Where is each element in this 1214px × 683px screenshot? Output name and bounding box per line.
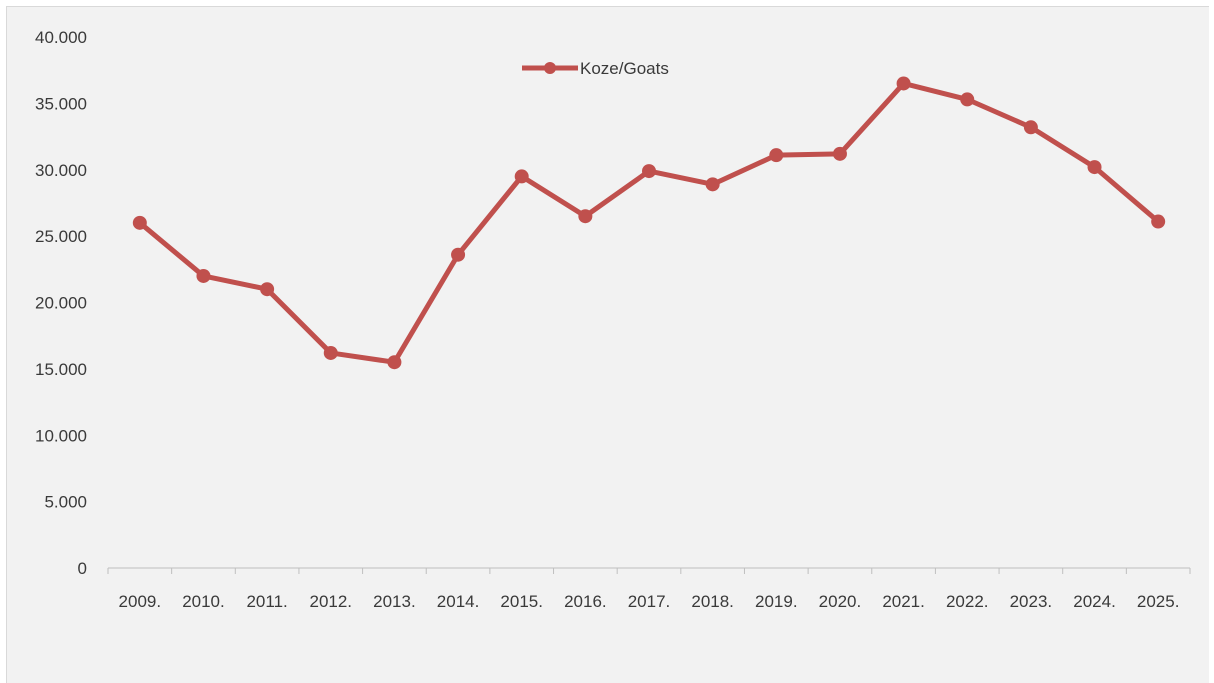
y-tick-label: 10.000 (35, 426, 87, 445)
x-tick-label: 2016. (564, 592, 607, 611)
x-tick-label: 2019. (755, 592, 798, 611)
x-tick-label: 2025. (1137, 592, 1180, 611)
y-tick-label: 25.000 (35, 227, 87, 246)
legend-label: Koze/Goats (580, 59, 669, 78)
data-point (514, 169, 529, 184)
x-tick-label: 2024. (1073, 592, 1116, 611)
legend: Koze/Goats (522, 59, 669, 78)
x-tick-label: 2021. (882, 592, 925, 611)
x-tick-label: 2018. (691, 592, 734, 611)
y-tick-label: 5.000 (44, 493, 87, 512)
legend-marker (544, 62, 556, 74)
x-tick-label: 2010. (182, 592, 225, 611)
y-tick-label: 15.000 (35, 360, 87, 379)
data-point (132, 215, 147, 230)
y-tick-label: 40.000 (35, 28, 87, 47)
data-point (705, 177, 720, 192)
y-tick-label: 0 (78, 559, 87, 578)
y-axis-tick-labels: 0 5.000 10.000 15.000 20.000 25.000 30.000 35.0… (35, 28, 87, 578)
series-line (137, 80, 1161, 365)
data-point (769, 148, 784, 163)
data-point (578, 209, 593, 224)
data-point (1087, 160, 1102, 175)
data-point (1023, 120, 1038, 135)
y-tick-label: 30.000 (35, 161, 87, 180)
data-point (642, 164, 656, 179)
data-point (323, 345, 338, 360)
x-tick-label: 2013. (373, 592, 416, 611)
data-point (196, 268, 211, 283)
y-tick-label: 35.000 (35, 94, 87, 113)
x-tick-label: 2009. (119, 592, 162, 611)
x-tick-label: 2015. (500, 592, 543, 611)
data-point (896, 76, 911, 91)
x-tick-label: 2023. (1010, 592, 1053, 611)
x-tick-label: 2011. (246, 592, 287, 611)
x-tick-label: 2020. (819, 592, 862, 611)
data-point (260, 282, 275, 297)
x-tick-label: 2014. (437, 592, 480, 611)
x-tick-label: 2012. (309, 592, 352, 611)
y-tick-label: 20.000 (35, 294, 87, 313)
data-point (1151, 214, 1166, 229)
x-tick-label: 2017. (628, 592, 671, 611)
series-layer (132, 76, 1166, 370)
data-point (451, 247, 466, 262)
x-tick-label: 2022. (946, 592, 989, 611)
x-axis: 2009. 2010. 2011. 2012. 2013. 2014. 2015. 2016.… (107, 567, 1191, 611)
data-point (387, 355, 402, 370)
data-point (960, 92, 975, 107)
data-point (832, 146, 847, 161)
